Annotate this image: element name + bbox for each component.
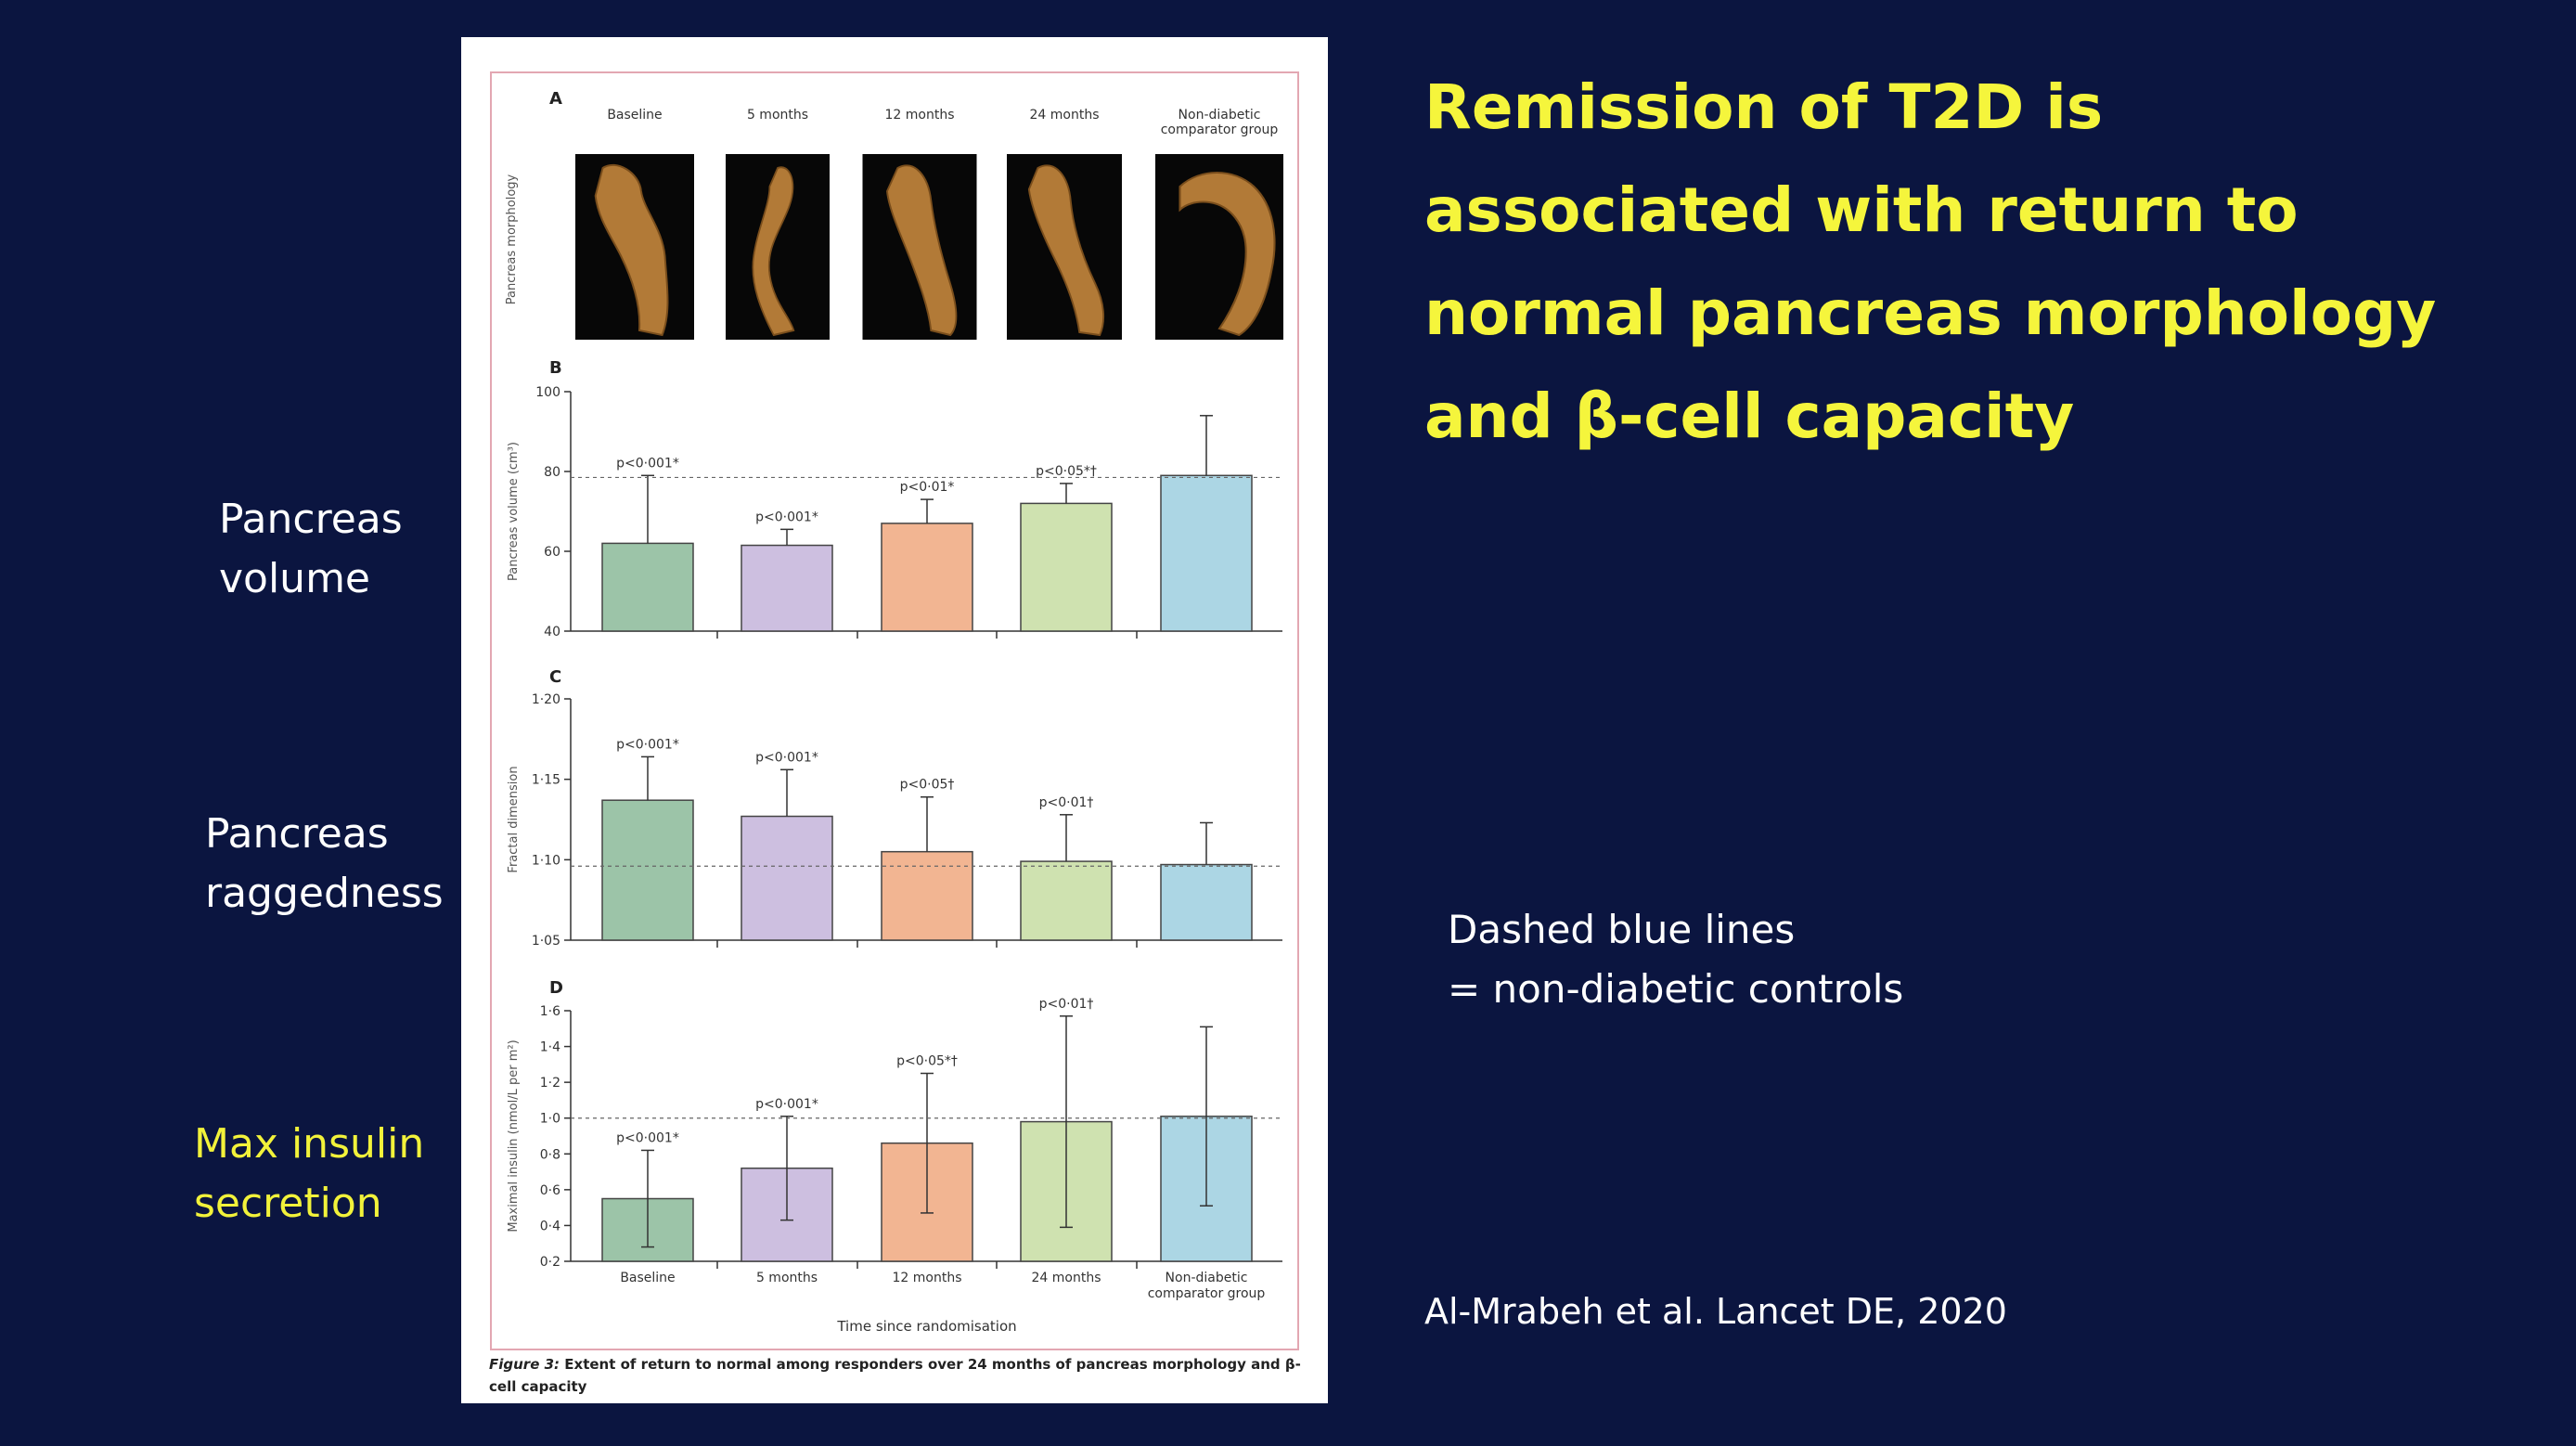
panel-label-c: C <box>549 667 561 687</box>
y-axis-label-d: Maximal insulin (nmol/L per m²) <box>507 1039 521 1232</box>
label-pancreas-volume: Pancreas volume <box>219 490 403 609</box>
dashed-line-note: Dashed blue lines = non-diabetic control… <box>1448 900 1903 1019</box>
caption-text: Extent of return to normal among respond… <box>489 1356 1301 1395</box>
bar-b-2 <box>741 544 833 632</box>
pancreas-shape <box>752 166 795 337</box>
note-line: = non-diabetic controls <box>1448 966 1904 1012</box>
y-axis-label-b: Pancreas volume (cm³) <box>507 442 521 581</box>
y-tick-label-d: 1·2 <box>540 1076 560 1091</box>
x-tick-label-d: Baseline <box>620 1271 675 1285</box>
bar-c-4 <box>1020 860 1113 941</box>
p-value-c: p<0·01† <box>1039 795 1094 810</box>
label-line: Max insulin <box>194 1120 425 1168</box>
y-tick-label-c: 1·20 <box>532 692 560 707</box>
label-line: Pancreas <box>205 810 389 858</box>
title-line: normal pancreas morphology <box>1424 278 2437 349</box>
p-value-c: p<0·001* <box>616 737 679 752</box>
label-line: raggedness <box>205 870 444 917</box>
p-value-b: p<0·05*† <box>1036 464 1097 479</box>
title-line: associated with return to <box>1424 174 2299 246</box>
p-value-b: p<0·01* <box>900 480 955 495</box>
x-tick-label-d: 24 months <box>1032 1271 1101 1285</box>
figure-border <box>490 71 1299 1350</box>
p-value-b: p<0·001* <box>616 456 679 471</box>
p-value-d: p<0·01† <box>1039 997 1094 1012</box>
bar-c-5 <box>1160 863 1253 941</box>
bar-b-5 <box>1160 474 1253 632</box>
bar-c-1 <box>601 799 694 941</box>
x-tick-label-d: 5 months <box>756 1271 818 1285</box>
y-tick-label-c: 1·15 <box>532 773 560 788</box>
bar-b-3 <box>881 523 973 632</box>
p-value-d: p<0·001* <box>616 1130 679 1145</box>
pancreas-shape <box>886 164 958 337</box>
y-tick-label-b: 40 <box>544 625 560 639</box>
bar-b-1 <box>601 542 694 632</box>
x-axis-title: Time since randomisation <box>836 1318 1016 1335</box>
bar-c-2 <box>741 815 833 941</box>
y-tick-label-d: 0·2 <box>540 1255 560 1270</box>
pancreas-shape <box>1027 164 1105 337</box>
morphology-category-label: Non-diabetic <box>1179 108 1261 123</box>
y-tick-label-b: 100 <box>535 385 560 400</box>
panel-label-d: D <box>549 978 563 998</box>
label-line: volume <box>219 555 371 602</box>
morphology-category-label: Baseline <box>607 108 662 123</box>
axis-label-morphology: Pancreas morphology <box>505 174 519 304</box>
y-tick-label-d: 0·8 <box>540 1147 560 1162</box>
y-tick-label-c: 1·10 <box>532 853 560 868</box>
slide-title: Remission of T2D is associated with retu… <box>1424 56 2538 468</box>
p-value-d: p<0·001* <box>755 1097 818 1112</box>
pancreas-shape <box>1179 172 1276 337</box>
bar-b-4 <box>1020 502 1113 632</box>
morphology-category-label: 5 months <box>747 108 808 123</box>
x-tick-label-d: Non-diabetic <box>1166 1271 1248 1285</box>
y-axis-label-c: Fractal dimension <box>507 766 521 872</box>
y-tick-label-b: 80 <box>544 465 560 480</box>
figure-panel: A Pancreas morphology Baseline 5 months 12 m… <box>461 37 1328 1403</box>
y-tick-label-d: 0·6 <box>540 1183 560 1198</box>
caption-ref: Figure 3: <box>489 1356 560 1373</box>
label-max-insulin: Max insulin secretion <box>194 1115 424 1233</box>
panel-label-a: A <box>549 89 562 109</box>
p-value-c: p<0·001* <box>755 750 818 765</box>
pancreas-shape <box>594 163 669 337</box>
p-value-d: p<0·05*† <box>896 1054 958 1069</box>
y-tick-label-d: 0·4 <box>540 1219 560 1233</box>
title-line: Remission of T2D is <box>1424 71 2104 143</box>
bar-c-3 <box>881 850 973 941</box>
p-value-b: p<0·001* <box>755 510 818 524</box>
label-line: Pancreas <box>219 496 403 543</box>
y-tick-label-d: 1·6 <box>540 1004 560 1019</box>
title-line: and β-cell capacity <box>1424 381 2075 452</box>
x-tick-label-d: 12 months <box>893 1271 962 1285</box>
y-tick-label-d: 1·0 <box>540 1112 560 1127</box>
figure-caption: Figure 3: Extent of return to normal amo… <box>489 1353 1306 1398</box>
p-value-c: p<0·05† <box>900 778 955 793</box>
morphology-category-label: comparator group <box>1161 123 1279 137</box>
citation: Al-Mrabeh et al. Lancet DE, 2020 <box>1424 1291 2007 1332</box>
label-line: secretion <box>194 1180 382 1227</box>
figure-chart: A Pancreas morphology Baseline 5 months 12 m… <box>490 71 1299 1350</box>
y-tick-label-d: 1·4 <box>540 1040 560 1055</box>
morphology-category-label: 12 months <box>885 108 955 123</box>
note-line: Dashed blue lines <box>1448 907 1796 952</box>
label-pancreas-raggedness: Pancreas raggedness <box>205 805 444 923</box>
y-tick-label-c: 1·05 <box>532 934 560 949</box>
morphology-category-label: 24 months <box>1030 108 1100 123</box>
y-tick-label-b: 60 <box>544 545 560 560</box>
panel-label-b: B <box>549 358 562 378</box>
x-tick-label-d: comparator group <box>1148 1286 1266 1301</box>
